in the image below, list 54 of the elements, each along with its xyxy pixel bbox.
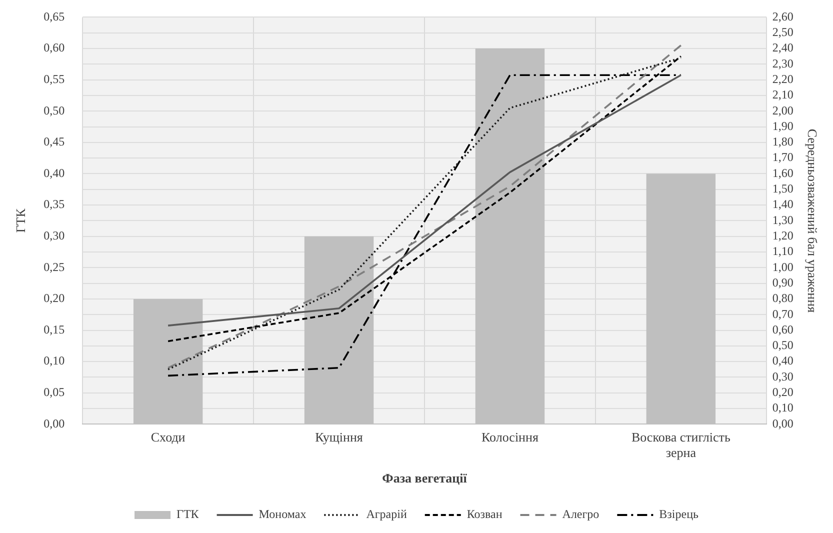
- y2-tick-label: 1,90: [772, 118, 794, 133]
- y2-tick-label: 1,80: [772, 134, 794, 149]
- y-tick-label: 0,40: [44, 166, 65, 180]
- y-tick-label: 0,25: [44, 260, 65, 274]
- y2-tick-label: 0,60: [772, 322, 794, 336]
- y2-tick-label: 0,70: [772, 306, 794, 321]
- y-tick-label: 0,10: [44, 354, 65, 368]
- y-tick-label: 0,00: [44, 416, 65, 430]
- y-tick-label: 0,45: [44, 134, 65, 149]
- y2-tick-label: 1,40: [772, 197, 794, 212]
- y2-tick-label: 0,40: [772, 354, 794, 368]
- y-tick-label: 0,15: [44, 322, 65, 336]
- y2-tick-label: 1,20: [772, 228, 794, 243]
- y2-tick-label: 2,40: [772, 40, 794, 55]
- legend-label: Аграрій: [366, 507, 408, 522]
- y2-tick-label: 1,70: [772, 150, 794, 164]
- y2-tick-label: 1,30: [772, 212, 794, 227]
- x-tick-label: Кущіння: [315, 429, 363, 444]
- legend-label: Алегро: [562, 507, 600, 522]
- y2-tick-label: 1,10: [772, 244, 794, 258]
- legend-label: ГТК: [176, 507, 200, 522]
- y-tick-label: 0,30: [44, 228, 65, 243]
- x-tick-label: Колосіння: [482, 429, 538, 444]
- y2-tick-label: 0,20: [772, 385, 794, 400]
- y2-tick-label: 1,50: [772, 182, 794, 196]
- y-tick-label: 0,35: [44, 197, 65, 212]
- y2-tick-label: 0,10: [772, 400, 794, 415]
- y2-tick-label: 1,00: [772, 260, 794, 274]
- x-tick-label: Воскова стиглість зерна: [631, 429, 730, 460]
- x-axis-title: Фаза вегетації: [382, 470, 468, 486]
- y2-tick-label: 2,20: [772, 72, 794, 86]
- legend-label: Мономах: [258, 507, 306, 522]
- y2-tick-label: 2,00: [772, 103, 794, 118]
- y2-tick-label: 2,10: [772, 88, 794, 102]
- y-tick-label: 0,60: [44, 40, 65, 55]
- y2-tick-label: 2,50: [772, 25, 794, 40]
- legend-label: Козван: [466, 507, 503, 522]
- y2-tick-label: 2,30: [772, 56, 794, 70]
- y-tick-label: 0,55: [44, 72, 65, 86]
- y2-tick-label: 0,00: [772, 416, 794, 430]
- y-axis-title: ГТК: [13, 208, 28, 233]
- y2-tick-label: 0,80: [772, 291, 794, 306]
- y-tick-label: 0,05: [44, 385, 65, 400]
- x-tick-label: Сходи: [150, 429, 186, 444]
- y2-tick-label: 2,60: [772, 9, 794, 24]
- y2-tick-label: 0,30: [772, 369, 794, 384]
- legend-label: Взірець: [659, 507, 699, 522]
- y-tick-label: 0,20: [44, 291, 65, 306]
- y-tick-label: 0,65: [44, 9, 65, 24]
- y2-tick-label: 1,60: [772, 166, 794, 180]
- y2-tick-label: 0,50: [772, 338, 794, 352]
- y2-axis-title: Середньозважений бал ураження: [804, 128, 820, 313]
- y-tick-label: 0,50: [44, 103, 65, 118]
- y2-tick-label: 0,90: [772, 275, 794, 290]
